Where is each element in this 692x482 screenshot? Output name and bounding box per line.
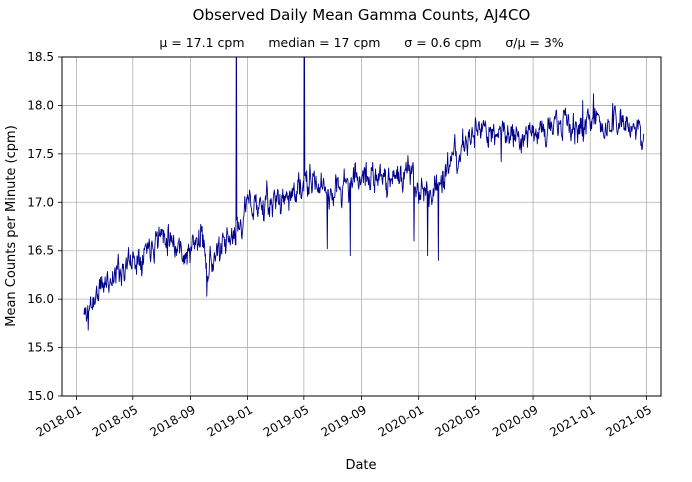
y-tick-label: 15.0 (27, 389, 54, 403)
y-tick-label: 16.5 (27, 244, 54, 258)
x-tick-label: 2021-05 (604, 402, 654, 439)
y-tick-label: 15.5 (27, 341, 54, 355)
x-tick-label: 2019-01 (205, 402, 255, 439)
x-tick-label: 2020-09 (490, 402, 540, 439)
x-tick-label: 2020-05 (432, 402, 482, 439)
x-tick-label: 2019-05 (261, 402, 311, 439)
chart-title: Observed Daily Mean Gamma Counts, AJ4CO (192, 6, 531, 24)
x-tick-label: 2021-01 (547, 402, 597, 439)
y-tick-label: 17.0 (27, 195, 54, 209)
x-tick-label: 2018-09 (148, 402, 198, 439)
x-tick-label: 2018-05 (90, 402, 140, 439)
axes: 2018-01 2018-05 2018-09 2019-01 2019-05 2019-… (27, 50, 662, 440)
x-tick-label: 2019-09 (319, 402, 369, 439)
series (83, 57, 645, 331)
y-axis-label: Mean Counts per Minute (cpm) (4, 125, 19, 327)
chart-subtitle: μ = 17.1 cpm median = 17 cpm σ = 0.6 cpm… (159, 35, 564, 50)
plot-border (61, 56, 662, 397)
x-axis-label: Date (345, 458, 376, 473)
y-tick-label: 18.0 (27, 98, 54, 112)
x-tick-label: 2020-01 (376, 402, 426, 439)
y-tick-label: 17.5 (27, 147, 54, 161)
series-line (83, 57, 645, 331)
y-tick-label: 16.0 (27, 292, 54, 306)
x-tick-label: 2018-01 (34, 402, 84, 439)
y-tick-label: 18.5 (27, 50, 54, 64)
grid (62, 56, 661, 397)
